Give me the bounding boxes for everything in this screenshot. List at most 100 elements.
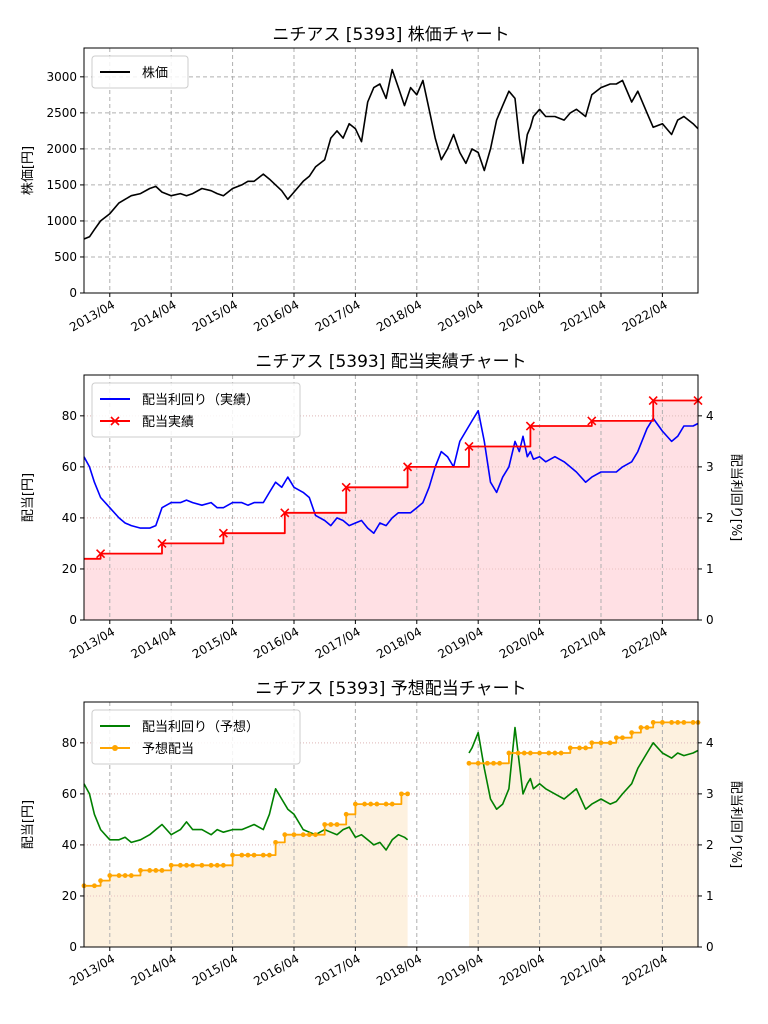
y2-tick-label: 4	[706, 736, 714, 750]
y-tick-label: 40	[62, 511, 77, 525]
legend-label-1: 配当利回り（予想）	[142, 719, 259, 735]
series-line-1	[83, 68, 699, 240]
y-tick-label: 1000	[46, 214, 77, 228]
forecast-dividend-marker	[334, 822, 340, 827]
dividend-marker	[341, 482, 351, 492]
x-tick-label: 2019/04	[436, 624, 486, 661]
forecast-dividend-marker	[644, 725, 650, 730]
y2-tick-label: 2	[706, 838, 714, 852]
x-tick-label: 2020/04	[497, 624, 547, 661]
forecast-dividend-marker	[620, 735, 625, 741]
y-tick-label: 1500	[46, 178, 77, 192]
dividend-area-fill	[469, 722, 698, 947]
plot-frame	[83, 701, 699, 948]
forecast-dividend-marker	[239, 852, 245, 858]
forecast-dividend-marker	[343, 811, 349, 817]
x-tick-label: 2017/04	[313, 297, 363, 334]
series-line-2	[84, 793, 408, 887]
x-tick-label: 2013/04	[67, 624, 117, 661]
dividend-area-fill	[84, 793, 408, 947]
dividend-marker	[157, 538, 167, 549]
forecast-dividend-marker	[389, 801, 395, 807]
x-tick-label: 2017/04	[313, 951, 363, 988]
chart-panel-3: ニチアス [5393] 予想配当チャート 0 20 40 60 80 0 1 2 3 4 2013/0…	[21, 679, 743, 989]
forecast-dividend-marker	[515, 750, 521, 756]
forecast-dividend-marker	[558, 750, 564, 756]
y-tick-label: 60	[62, 460, 77, 474]
series-line-2	[84, 399, 698, 560]
forecast-dividend-marker	[122, 873, 128, 878]
forecast-dividend-marker	[251, 852, 257, 858]
forecast-dividend-marker	[690, 720, 696, 725]
forecast-dividend-marker	[383, 801, 389, 807]
x-tick-label: 2018/04	[374, 297, 424, 334]
series-line-1	[83, 409, 699, 534]
x-tick-label: 2013/04	[67, 297, 117, 334]
forecast-dividend-marker	[497, 760, 503, 766]
forecast-dividend-marker	[138, 868, 143, 873]
dividend-marker	[403, 462, 413, 472]
x-tick-label: 2018/04	[374, 951, 424, 988]
forecast-dividend-marker	[527, 750, 533, 756]
forecast-dividend-marker	[190, 862, 196, 868]
y-tick-label: 0	[69, 940, 77, 954]
legend-label-2: 配当実績	[142, 414, 194, 430]
x-tick-label: 2014/04	[129, 624, 179, 661]
forecast-dividend-marker	[214, 862, 220, 868]
forecast-dividend-marker	[475, 760, 481, 766]
forecast-dividend-marker	[552, 750, 558, 756]
forecast-dividend-marker	[168, 862, 174, 868]
y-tick-label: 80	[62, 409, 77, 423]
forecast-dividend-marker	[577, 745, 582, 751]
forecast-dividend-marker	[405, 791, 410, 797]
x-tick-label: 2016/04	[251, 624, 301, 661]
dividend-marker	[648, 395, 658, 406]
forecast-dividend-marker	[159, 868, 165, 873]
y-tick-label: 40	[62, 838, 77, 852]
legend-label-1: 配当利回り（実績）	[142, 392, 259, 408]
forecast-dividend-marker	[177, 862, 183, 868]
forecast-dividend-marker	[199, 862, 205, 868]
x-tick-label: 2014/04	[129, 951, 179, 988]
forecast-dividend-marker	[306, 832, 312, 838]
dividend-marker	[587, 416, 597, 426]
y-tick-label: 3000	[46, 70, 77, 84]
dividend-marker	[96, 549, 106, 559]
legend: 配当利回り（予想） 予想配当	[91, 709, 301, 765]
y-axis-label: 配当[円]	[21, 800, 36, 849]
y2-tick-label: 1	[706, 562, 714, 576]
forecast-dividend-marker	[659, 720, 665, 725]
legend-box	[91, 382, 301, 438]
forecast-dividend-marker	[466, 760, 472, 766]
y-tick-label: 80	[62, 736, 77, 750]
y-tick-label: 20	[62, 889, 77, 903]
forecast-dividend-marker	[267, 852, 272, 858]
y2-axis-label: 配当利回り[%]	[728, 781, 743, 869]
forecast-dividend-marker	[607, 740, 613, 746]
x-tick-label: 2022/04	[620, 624, 670, 661]
forecast-dividend-marker	[583, 745, 589, 751]
forecast-dividend-marker	[153, 868, 159, 873]
forecast-dividend-marker	[282, 832, 288, 838]
forecast-dividend-marker	[98, 878, 103, 884]
forecast-dividend-marker	[92, 883, 97, 889]
forecast-dividend-marker	[675, 720, 681, 725]
forecast-dividend-marker	[116, 873, 122, 878]
x-tick-label: 2017/04	[313, 624, 363, 661]
legend-marker	[110, 416, 120, 426]
forecast-dividend-marker	[128, 873, 134, 878]
plot-frame	[83, 47, 699, 294]
forecast-dividend-marker	[368, 801, 374, 807]
legend-label-2: 予想配当	[142, 741, 194, 757]
x-tick-label: 2014/04	[129, 297, 179, 334]
dividend-marker	[218, 528, 228, 538]
x-tick-label: 2020/04	[497, 951, 547, 988]
legend: 配当利回り（実績） 配当実績	[91, 382, 301, 438]
forecast-dividend-marker	[208, 862, 214, 868]
dividend-area-fill	[84, 400, 698, 620]
forecast-dividend-marker	[399, 791, 404, 797]
y-tick-label: 60	[62, 787, 77, 801]
forecast-dividend-marker	[589, 740, 595, 746]
y-tick-label: 2000	[46, 142, 77, 156]
chart-title: ニチアス [5393] 予想配当チャート	[255, 679, 526, 699]
